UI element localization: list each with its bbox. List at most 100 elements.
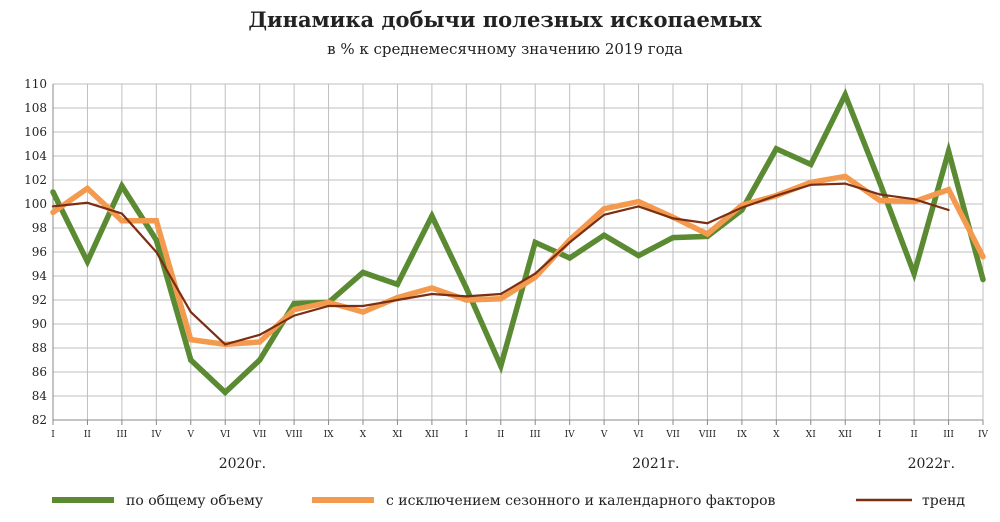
- legend-label-total: по общему объему: [126, 493, 264, 509]
- data-point-total: [188, 357, 194, 363]
- data-point-seasonal: [50, 209, 56, 216]
- x-tick-label: VI: [633, 430, 644, 440]
- data-point-trend: [844, 182, 847, 185]
- x-tick-label: III: [943, 430, 954, 440]
- x-tick-label: IV: [151, 430, 162, 440]
- data-point-trend: [947, 208, 950, 212]
- y-tick-label: 96: [32, 245, 47, 259]
- data-point-seasonal: [498, 296, 504, 302]
- data-point-trend: [465, 295, 468, 298]
- data-point-total: [360, 269, 366, 276]
- data-point-total: [911, 270, 917, 277]
- data-point-seasonal: [119, 218, 125, 224]
- data-point-seasonal: [980, 254, 986, 260]
- data-point-trend: [671, 217, 675, 220]
- data-point-seasonal: [945, 186, 952, 193]
- x-tick-label: V: [187, 430, 195, 440]
- x-tick-label: VIII: [698, 430, 717, 440]
- data-point-total: [394, 281, 401, 288]
- data-point-seasonal: [188, 336, 194, 343]
- x-tick-label: IV: [565, 430, 576, 440]
- x-tick-label: I: [51, 430, 55, 440]
- data-point-trend: [86, 201, 89, 204]
- x-tick-label: X: [360, 430, 367, 440]
- data-point-seasonal: [876, 197, 883, 204]
- x-tick-label: XII: [838, 430, 852, 440]
- y-tick-label: 100: [24, 197, 47, 211]
- data-point-seasonal: [463, 297, 470, 303]
- data-point-trend: [327, 304, 330, 308]
- data-point-trend: [155, 250, 158, 254]
- y-tick-label: 108: [24, 101, 47, 115]
- data-point-trend: [534, 272, 537, 275]
- data-point-trend: [361, 304, 365, 308]
- y-tick-label: 88: [32, 341, 47, 355]
- data-point-trend: [396, 298, 399, 302]
- y-tick-label: 86: [32, 365, 47, 379]
- x-tick-label: XII: [425, 430, 439, 440]
- chart-subtitle: в % к среднемесячному значению 2019 года: [327, 40, 683, 58]
- data-point-seasonal: [325, 299, 332, 306]
- data-point-trend: [258, 333, 261, 336]
- y-tick-label: 94: [32, 269, 48, 283]
- data-point-trend: [706, 222, 709, 225]
- x-tick-label: IX: [737, 430, 748, 440]
- legend-label-trend: тренд: [922, 493, 965, 509]
- data-point-trend: [293, 314, 296, 317]
- data-point-seasonal: [429, 285, 435, 291]
- data-point-seasonal: [256, 339, 263, 345]
- x-tick-label: II: [911, 430, 919, 440]
- x-tick-label: II: [497, 430, 505, 440]
- y-tick-label: 92: [32, 293, 47, 307]
- series-lines: [50, 88, 986, 397]
- data-point-total: [601, 232, 607, 238]
- data-point-trend: [499, 292, 502, 296]
- data-point-total: [670, 234, 676, 241]
- data-point-trend: [603, 213, 606, 216]
- data-point-trend: [878, 193, 881, 196]
- x-tick-label: VI: [219, 430, 230, 440]
- year-label: 2020г.: [219, 456, 266, 472]
- chart-title: Динамика добычи полезных ископаемых: [248, 7, 762, 32]
- data-point-total: [808, 161, 814, 168]
- data-point-total: [84, 258, 91, 265]
- x-tick-label: I: [878, 430, 882, 440]
- data-point-trend: [775, 194, 778, 197]
- x-tick-label: III: [530, 430, 541, 440]
- series-line-total: [50, 88, 986, 397]
- data-point-total: [876, 179, 883, 186]
- data-point-seasonal: [291, 306, 297, 313]
- y-tick-label: 106: [24, 125, 47, 139]
- y-tick-label: 104: [24, 149, 47, 163]
- data-point-seasonal: [635, 198, 642, 205]
- x-tick-label: VIII: [285, 430, 304, 440]
- legend-label-seasonal: с исключением сезонного и календарного ф…: [386, 493, 776, 509]
- data-point-seasonal: [842, 173, 848, 180]
- data-point-trend: [120, 212, 123, 215]
- data-point-seasonal: [153, 218, 160, 224]
- x-tick-label: III: [117, 430, 128, 440]
- y-tick-label: 98: [32, 221, 47, 235]
- data-point-total: [429, 213, 435, 219]
- y-tick-label: 110: [24, 77, 47, 91]
- data-point-total: [945, 148, 952, 154]
- year-label: 2022г.: [908, 456, 955, 472]
- data-point-seasonal: [84, 185, 91, 192]
- year-label: 2021г.: [632, 456, 679, 472]
- data-point-trend: [913, 198, 916, 201]
- data-point-trend: [568, 241, 571, 244]
- data-point-total: [50, 189, 56, 195]
- data-point-total: [980, 276, 986, 283]
- data-point-trend: [637, 205, 640, 208]
- data-point-total: [773, 146, 780, 152]
- x-tick-label: IV: [978, 430, 989, 440]
- data-point-total: [222, 389, 228, 396]
- data-point-seasonal: [532, 274, 538, 280]
- x-tick-label: IX: [324, 430, 335, 440]
- data-point-trend: [740, 206, 743, 209]
- data-point-total: [256, 357, 263, 363]
- data-point-total: [291, 300, 297, 307]
- data-point-total: [498, 363, 504, 369]
